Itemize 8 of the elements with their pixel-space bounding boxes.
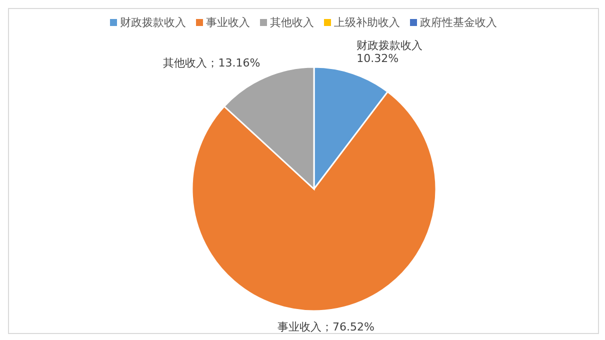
legend-label: 财政拨款收入 xyxy=(119,15,186,30)
data-label: 其他收入；13.16% xyxy=(163,56,260,70)
legend-label: 其他收入 xyxy=(269,15,314,30)
legend-label: 事业收入 xyxy=(205,15,250,30)
legend-label: 上级补助收入 xyxy=(333,15,400,30)
legend-label: 政府性基金收入 xyxy=(419,15,497,30)
data-label: 财政拨款收入 10.32% xyxy=(356,38,423,65)
data-label: 事业收入；76.52% xyxy=(277,320,374,334)
